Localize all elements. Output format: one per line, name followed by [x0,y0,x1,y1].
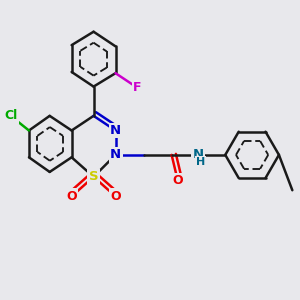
Text: O: O [66,190,77,203]
Text: N: N [193,148,204,161]
Text: N: N [110,148,121,161]
Text: S: S [89,170,98,183]
Text: O: O [110,190,121,203]
Text: H: H [196,157,205,167]
Text: Cl: Cl [4,110,17,122]
Text: N: N [110,124,121,137]
Text: O: O [172,174,183,187]
Text: F: F [133,81,142,94]
